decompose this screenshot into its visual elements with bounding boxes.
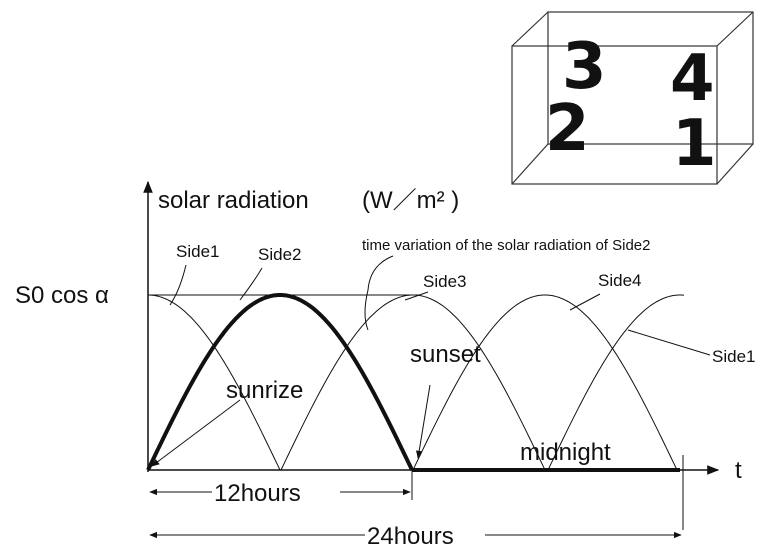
curve-label: Side1	[712, 347, 755, 366]
curve-label: Side4	[598, 271, 641, 290]
cube-label: 1	[672, 107, 717, 181]
sunset-arrow	[416, 384, 431, 459]
cube-label: 2	[545, 92, 590, 166]
unit: (W／m² )	[362, 187, 459, 214]
y-axis-label: solar radiation	[158, 187, 309, 214]
curve-label: Side2	[258, 245, 301, 264]
curve	[280, 294, 546, 471]
sunrise-arrow	[151, 399, 241, 467]
curve-label: Side3	[423, 272, 466, 291]
leaders	[169, 255, 711, 356]
annotation: time variation of the solar radiation of…	[362, 237, 651, 254]
x-axis-label: t	[735, 457, 742, 484]
curve	[412, 294, 678, 471]
duration-label: 24hours	[367, 523, 454, 550]
cube	[511, 11, 754, 185]
cube-label: 3	[562, 30, 607, 104]
duration-label: 12hours	[214, 480, 301, 507]
event-label: sunset	[410, 341, 481, 368]
curves	[146, 293, 685, 471]
curve-label: Side1	[176, 242, 219, 261]
event-label: midnight	[520, 439, 611, 466]
cube-label: 4	[670, 42, 715, 116]
peak-label: S0 cos α	[15, 282, 109, 309]
event-label: sunrize	[226, 377, 303, 404]
curve	[547, 294, 685, 471]
curve	[146, 293, 414, 471]
